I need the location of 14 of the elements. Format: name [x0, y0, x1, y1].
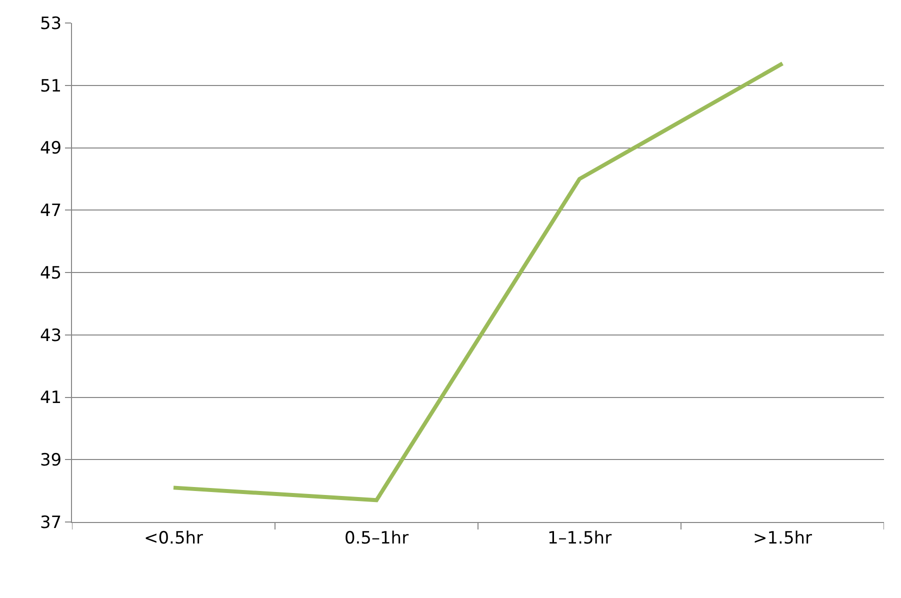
line-series [172, 62, 784, 502]
y-tick-label: 51 [40, 76, 62, 96]
y-tick-label: 39 [40, 450, 62, 471]
y-tick-label: 47 [40, 201, 62, 222]
x-tick-label: 1–1.5hr [547, 528, 612, 548]
y-tick-label: 53 [40, 14, 62, 34]
y-tick-label: 43 [40, 326, 62, 346]
y-tick-label: 49 [40, 138, 62, 159]
x-tick-label: >1.5hr [752, 528, 812, 548]
x-tick-label: <0.5hr [144, 528, 204, 548]
y-tick-label: 37 [40, 512, 62, 533]
x-tick-label: 0.5–1hr [344, 528, 409, 548]
y-tick-label: 45 [40, 263, 62, 284]
y-tick-label: 41 [40, 388, 62, 408]
